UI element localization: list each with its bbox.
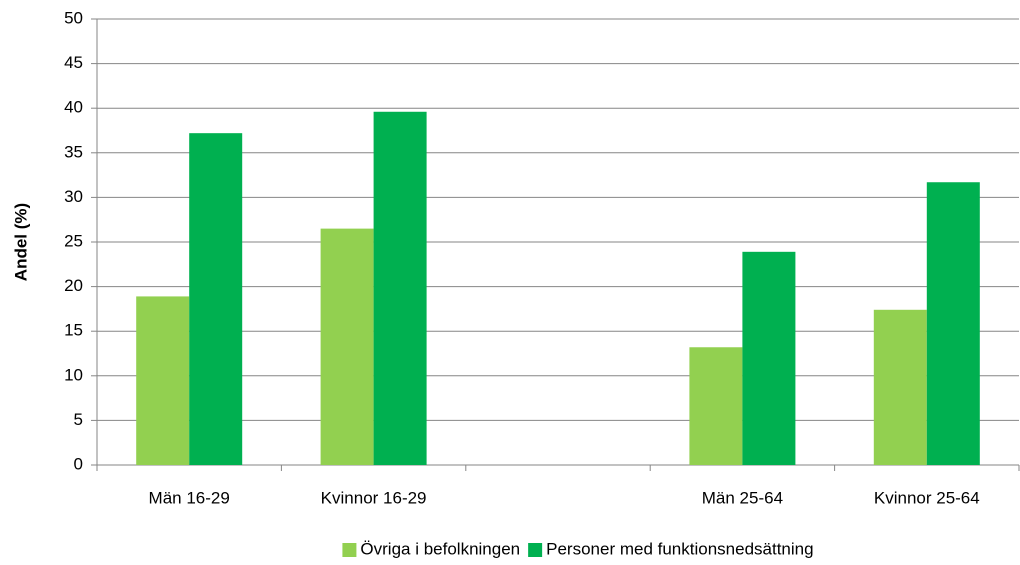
y-axis-label: Andel (%) [11,203,30,281]
y-tick-label: 25 [64,231,83,250]
y-tick-label: 50 [64,8,83,27]
legend-label: Personer med funktionsnedsättning [546,539,813,558]
x-tick-label: Män 16-29 [149,488,230,507]
x-tick-label: Män 25-64 [702,488,783,507]
bar [926,182,980,465]
y-tick-label: 40 [64,98,83,117]
bar [136,296,190,465]
y-tick-label: 0 [74,454,83,473]
legend-label: Övriga i befolkningen [360,539,520,558]
y-tick-label: 5 [74,410,83,429]
bar [742,251,796,465]
bar [189,133,243,465]
y-tick-label: 10 [64,365,83,384]
y-tick-label: 30 [64,187,83,206]
y-tick-label: 15 [64,321,83,340]
x-tick-label: Kvinnor 16-29 [321,488,427,507]
bar [320,228,374,465]
bar [873,309,927,465]
bar [373,111,427,465]
x-tick-label: Kvinnor 25-64 [874,488,980,507]
y-tick-label: 35 [64,142,83,161]
legend-swatch [528,543,543,557]
bar [689,347,743,465]
legend-swatch [342,543,357,557]
y-tick-label: 20 [64,276,83,295]
y-tick-label: 45 [64,53,83,72]
